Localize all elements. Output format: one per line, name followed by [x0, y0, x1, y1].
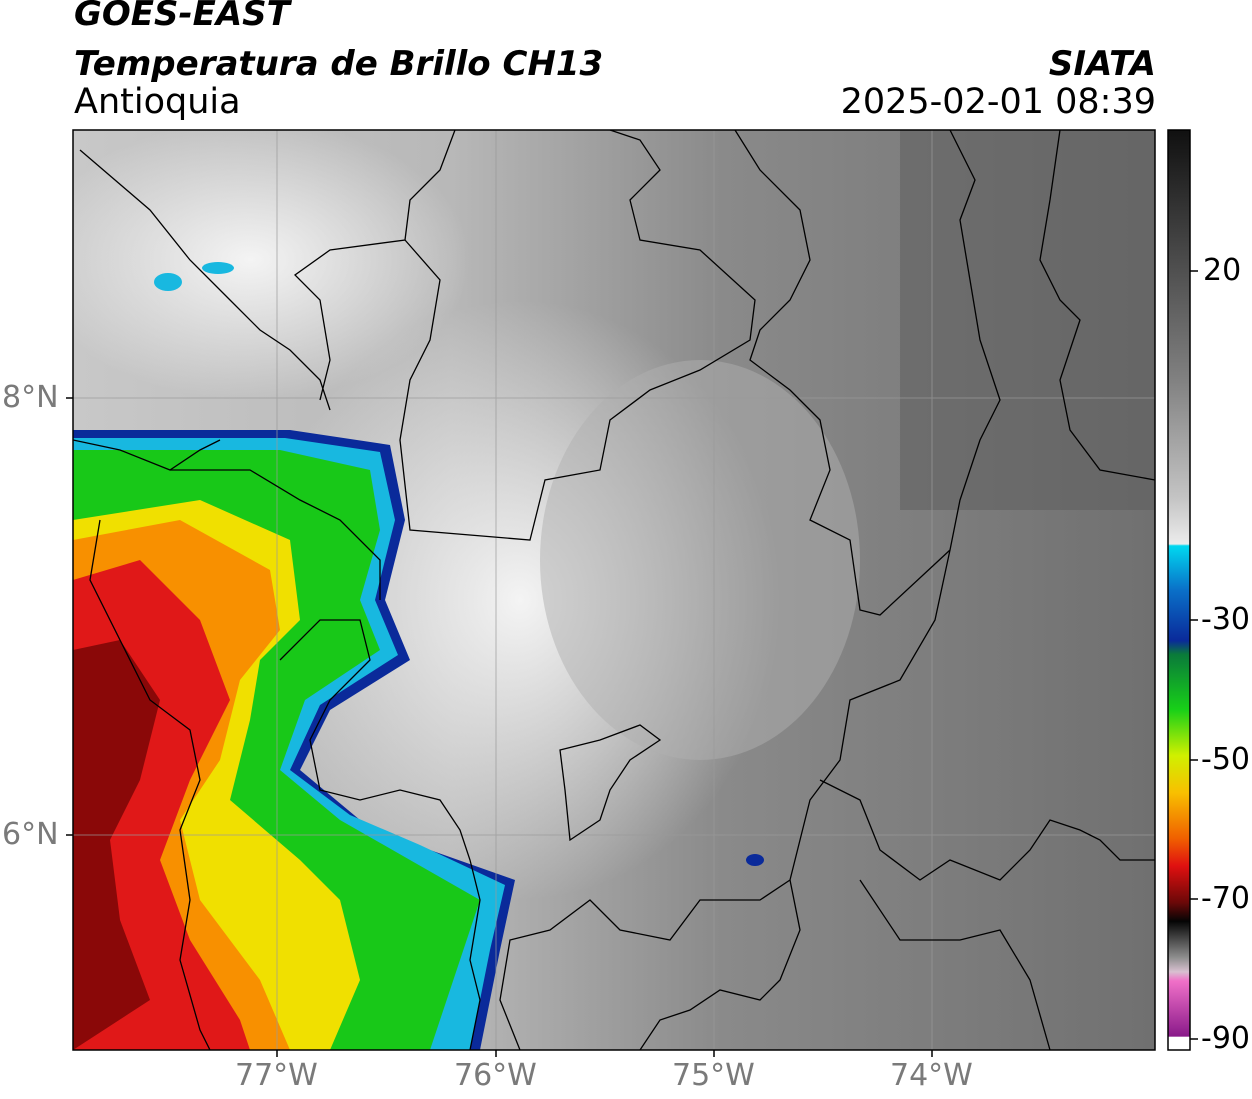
organization-label: SIATA: [1048, 44, 1156, 84]
lon-tick-label: 77°W: [235, 1058, 318, 1093]
lat-tick-label: 8°N: [2, 380, 59, 415]
colorbar-tick-label: -90: [1201, 1021, 1250, 1056]
colorbar-tick-label: 20: [1203, 253, 1242, 288]
colorbar-tick-label: -50: [1201, 742, 1250, 777]
brightness-temperature-field: [73, 130, 1155, 1050]
region-label: Antioquia: [74, 82, 241, 122]
lon-tick-label: 75°W: [672, 1058, 755, 1093]
colorbar-tick-label: -30: [1201, 602, 1250, 637]
map-frame: [72, 129, 1156, 1051]
title-product: Temperatura de Brillo CH13: [74, 44, 604, 84]
colorbar: [1167, 129, 1191, 1051]
lat-tick-label: 6°N: [2, 817, 59, 852]
colorbar-tick-label: -70: [1201, 881, 1250, 916]
lon-tick-label: 76°W: [454, 1058, 537, 1093]
title-satellite: GOES-EAST: [74, 0, 290, 34]
timestamp-label: 2025-02-01 08:39: [840, 82, 1156, 122]
lon-tick-label: 74°W: [890, 1058, 973, 1093]
